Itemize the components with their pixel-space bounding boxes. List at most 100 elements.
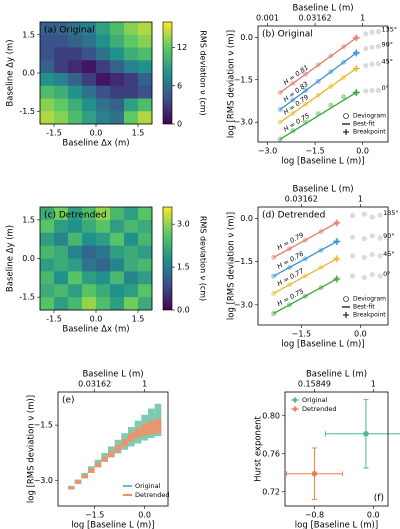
best-fit	[279, 91, 357, 140]
y-axis-label: Baseline Δy (m)	[6, 225, 16, 292]
band-segment	[134, 428, 142, 438]
heat-cell	[124, 271, 139, 285]
y-axis-label: log [RMS deviation ν (m)]	[227, 212, 237, 320]
x-tick-label: −1.5	[305, 147, 324, 156]
heat-cell	[110, 258, 125, 272]
heat-cell	[54, 297, 69, 311]
heat-cell	[54, 111, 69, 125]
x-tick-label: −0.8	[305, 511, 324, 520]
heat-cell	[82, 207, 97, 221]
colorbar-label: RMS deviation ν (cm)	[199, 30, 208, 115]
heat-cell	[40, 98, 55, 112]
heat-cell	[82, 98, 97, 112]
heat-cell	[138, 232, 153, 247]
y-axis-label: Hurst exponent	[254, 415, 264, 481]
heat-cell	[40, 271, 55, 285]
y-tick-label: 0.76	[262, 449, 280, 458]
heat-cell	[68, 284, 83, 298]
band-segment	[128, 433, 135, 442]
deviogram-point	[361, 254, 367, 260]
heat-cell	[54, 98, 69, 112]
heat-cell	[68, 245, 83, 259]
deviogram-point	[377, 253, 383, 259]
heat-cell	[40, 245, 55, 259]
heat-cell	[54, 258, 69, 272]
colorbar-label: RMS deviation ν (cm)	[199, 216, 208, 301]
x2-axis-label: Baseline L (m)	[292, 185, 353, 195]
y-tick-label: 0.80	[262, 411, 280, 420]
x-tick-label: 0.0	[90, 129, 103, 138]
heat-cell	[96, 232, 111, 247]
deviogram-point	[375, 87, 382, 93]
band-segment	[81, 474, 88, 479]
y-tick-label: −1.5	[234, 75, 253, 84]
deviogram-point	[377, 273, 383, 279]
heat-cell	[96, 73, 111, 87]
deviogram-point	[349, 273, 356, 279]
colorbar	[162, 21, 173, 125]
x2-tick-label: 0.03162	[285, 195, 318, 204]
heat-cell	[82, 47, 97, 61]
heat-cell	[124, 85, 139, 99]
heat-cell	[124, 111, 139, 125]
deviogram-point	[349, 253, 356, 259]
heat-cell	[124, 245, 139, 259]
colorbar-tick-label: 0.0	[177, 306, 190, 315]
heat-cell	[138, 47, 153, 61]
heat-cell	[124, 284, 139, 298]
heat-cell	[110, 98, 125, 112]
heat-cell	[110, 34, 125, 48]
best-fit	[279, 52, 357, 110]
x-axis-label: Baseline Δx (m)	[62, 325, 129, 335]
y-tick-label: 0.0	[240, 33, 253, 42]
heat-cell	[138, 258, 153, 272]
heat-cell	[68, 207, 83, 221]
heat-cell	[124, 98, 139, 112]
band-segment	[74, 480, 82, 484]
axes-frame	[57, 391, 169, 507]
x-tick-label: −1.5	[85, 511, 104, 520]
deviogram-point	[369, 214, 375, 220]
deviogram-point	[375, 43, 382, 49]
heat-cell	[110, 207, 125, 221]
x-tick-label: 0.0	[90, 315, 103, 324]
legend-marker	[343, 129, 349, 135]
x2-axis-label: Baseline L (m)	[82, 370, 143, 380]
heat-cell	[96, 60, 111, 74]
heat-cell	[54, 271, 69, 285]
deviogram-point	[363, 31, 369, 37]
heat-cell	[110, 271, 125, 285]
direction-label: 0°	[381, 84, 388, 92]
heat-cell	[96, 284, 111, 298]
direction-label: 135°	[383, 209, 399, 217]
x2-tick-label: 1	[360, 14, 365, 23]
band-segment	[114, 444, 122, 452]
heat-cell	[40, 47, 55, 61]
x2-tick-label: 0.03162	[78, 380, 111, 389]
breakpoint	[333, 238, 341, 246]
panel-title: (d) Detrended	[262, 211, 325, 221]
heat-cell	[138, 219, 153, 234]
x2-tick-label: 1	[358, 195, 363, 204]
band-segment	[154, 418, 162, 434]
heat-cell	[138, 284, 153, 298]
colorbar-tick-label: 1.5	[177, 263, 190, 272]
heat-cell	[96, 219, 111, 234]
heat-cell	[110, 73, 125, 87]
x-tick-label: -1.5	[46, 315, 62, 324]
deviogram-point	[377, 235, 383, 241]
x-tick-label: 0.0	[354, 330, 367, 339]
legend-label: Breakpoint	[353, 312, 386, 319]
heat-cell	[68, 73, 83, 87]
heat-cell	[138, 34, 153, 48]
heat-cell	[54, 245, 69, 259]
legend-marker	[293, 407, 297, 411]
heat-cell	[82, 60, 97, 74]
y-tick-label: 1.5	[22, 215, 35, 224]
heat-cell	[110, 245, 125, 259]
direction-label: 135°	[381, 26, 397, 34]
legend-label: Detrended	[302, 405, 336, 413]
x-axis-label: log [Baseline L (m)]	[295, 521, 378, 529]
heat-cell	[68, 60, 83, 74]
deviogram-point	[369, 251, 375, 258]
